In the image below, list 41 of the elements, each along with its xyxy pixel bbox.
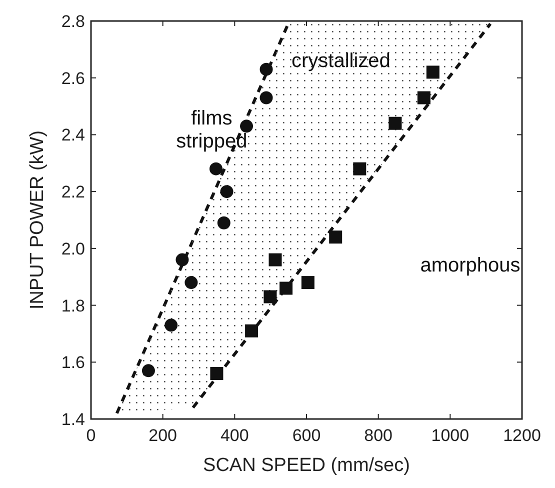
point: [210, 367, 224, 380]
x-tick-label: 600: [292, 426, 321, 445]
y-tick-label: 2.2: [61, 182, 85, 202]
point: [329, 230, 342, 244]
point: [176, 253, 189, 266]
point: [245, 324, 258, 338]
point: [184, 276, 198, 290]
y-tick-label: 2.0: [61, 239, 85, 258]
point: [260, 91, 273, 104]
y-tick-label: 1.8: [61, 296, 85, 316]
annotation: films stripped: [176, 107, 248, 152]
point: [164, 318, 178, 332]
x-tick-label: 1000: [431, 426, 470, 445]
x-tick-label: 800: [364, 426, 393, 445]
point: [142, 364, 155, 378]
point: [240, 120, 254, 133]
y-axis-title: INPUT POWER (kW): [27, 130, 48, 310]
point: [301, 276, 314, 290]
point: [220, 185, 234, 198]
point: [217, 216, 230, 230]
point: [209, 162, 222, 176]
y-tick-label: 1.4: [61, 410, 85, 429]
point: [260, 62, 273, 76]
annotation: amorphous: [420, 254, 520, 277]
point: [268, 253, 282, 266]
y-tick-label: 2.6: [61, 68, 85, 88]
x-tick-label: 1200: [503, 426, 541, 445]
point: [353, 162, 366, 176]
point: [280, 282, 293, 295]
annotation: crystallized: [292, 50, 390, 72]
x-tick-label: 200: [148, 426, 178, 445]
point: [426, 66, 440, 79]
x-axis-title: SCAN SPEED (mm/sec): [203, 455, 410, 476]
y-tick-label: 1.6: [61, 353, 85, 372]
x-tick-label: 400: [220, 426, 249, 445]
x-tick-label: 0: [86, 426, 96, 445]
point: [264, 290, 277, 304]
y-tick-label: 2.4: [61, 126, 85, 145]
point: [417, 91, 430, 104]
y-tick-label: 2.8: [61, 12, 85, 31]
point: [388, 116, 402, 130]
